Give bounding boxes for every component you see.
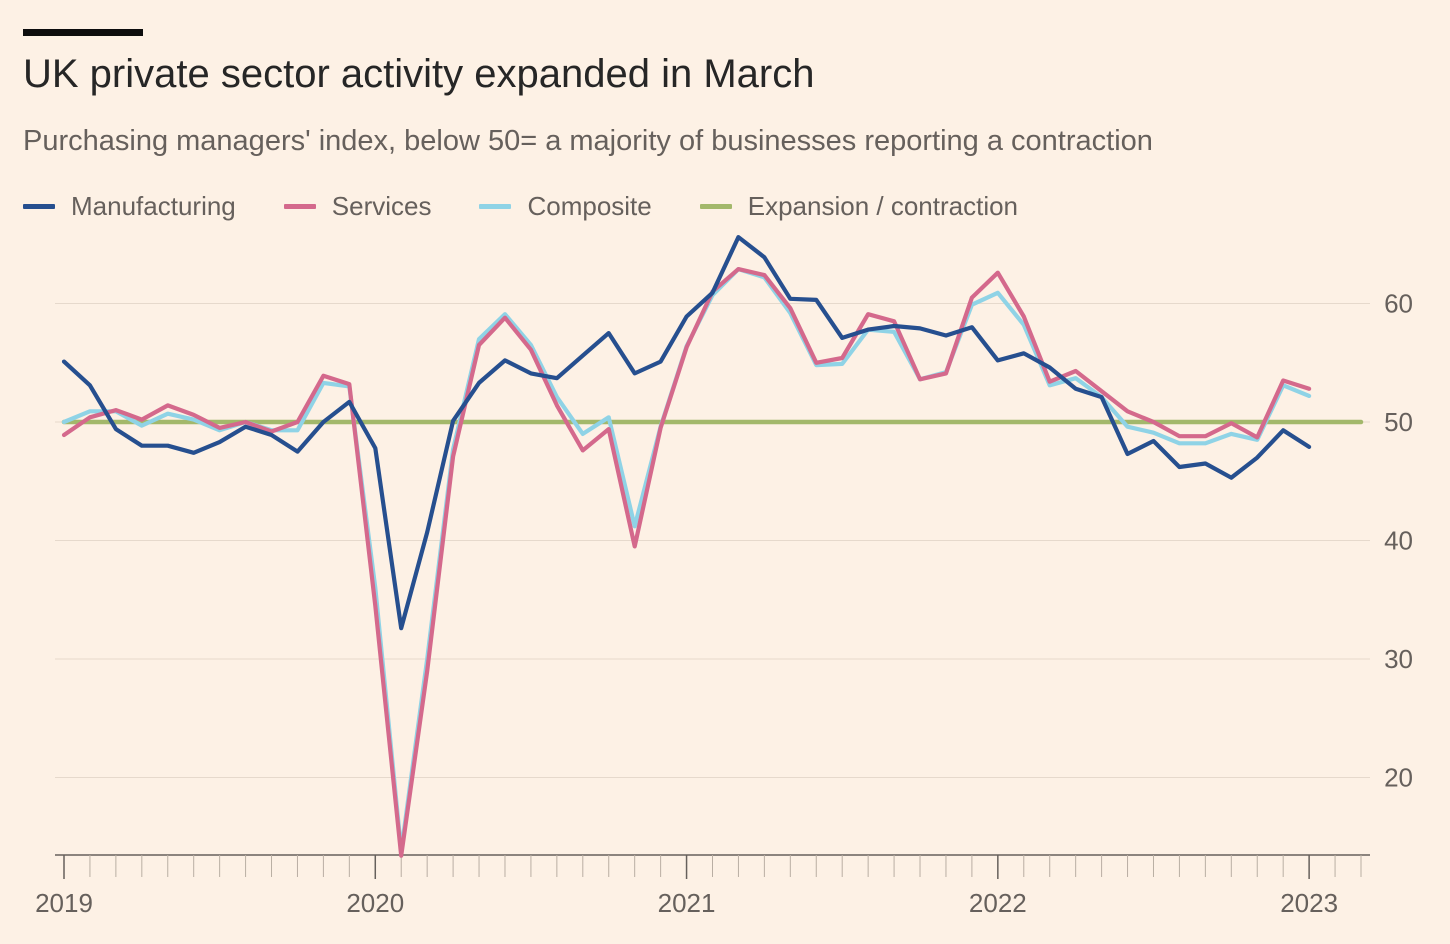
- chart-subtitle: Purchasing managers' index, below 50= a …: [23, 125, 1153, 157]
- header-rule: [23, 29, 143, 36]
- chart-title: UK private sector activity expanded in M…: [23, 52, 815, 96]
- x-axis: 2019 2020 2021 2022 2023: [35, 854, 1370, 918]
- series-line-manufacturing: [61, 235, 1312, 631]
- legend-swatch-services: [283, 203, 316, 209]
- legend-label-manufacturing: Manufacturing: [71, 190, 236, 221]
- series-lines: [61, 235, 1364, 858]
- legend-item-expansion-contraction: Expansion / contraction: [699, 190, 1019, 222]
- x-tick-label-2021: 2021: [658, 888, 716, 918]
- legend-swatch-composite: [479, 203, 512, 209]
- y-tick-label-50: 50: [1384, 407, 1413, 437]
- legend-item-composite: Composite: [479, 190, 652, 222]
- legend-item-manufacturing: Manufacturing: [23, 191, 236, 222]
- x-tick-label-2020: 2020: [346, 888, 404, 918]
- legend-swatch-expansion-contraction: [699, 203, 732, 209]
- legend-label-composite: Composite: [527, 190, 652, 221]
- y-axis-labels: 20 30 40 50 60: [1384, 289, 1413, 793]
- x-tick-label-2019: 2019: [35, 888, 93, 918]
- chart-legend: Manufacturing Services Composite Expansi…: [23, 188, 1066, 224]
- legend-label-services: Services: [331, 190, 432, 221]
- legend-item-services: Services: [283, 190, 432, 222]
- legend-label-expansion-contraction: Expansion / contraction: [747, 190, 1019, 221]
- y-tick-label-30: 30: [1384, 644, 1413, 674]
- x-tick-label-2022: 2022: [969, 888, 1027, 918]
- series-line-composite: [61, 267, 1312, 854]
- y-tick-label-60: 60: [1384, 289, 1413, 319]
- y-tick-label-20: 20: [1384, 763, 1413, 793]
- y-tick-label-40: 40: [1384, 526, 1413, 556]
- legend-swatch-manufacturing: [23, 203, 55, 209]
- series-line-services: [61, 267, 1312, 858]
- x-tick-label-2023: 2023: [1280, 888, 1338, 918]
- gridlines: [55, 303, 1370, 778]
